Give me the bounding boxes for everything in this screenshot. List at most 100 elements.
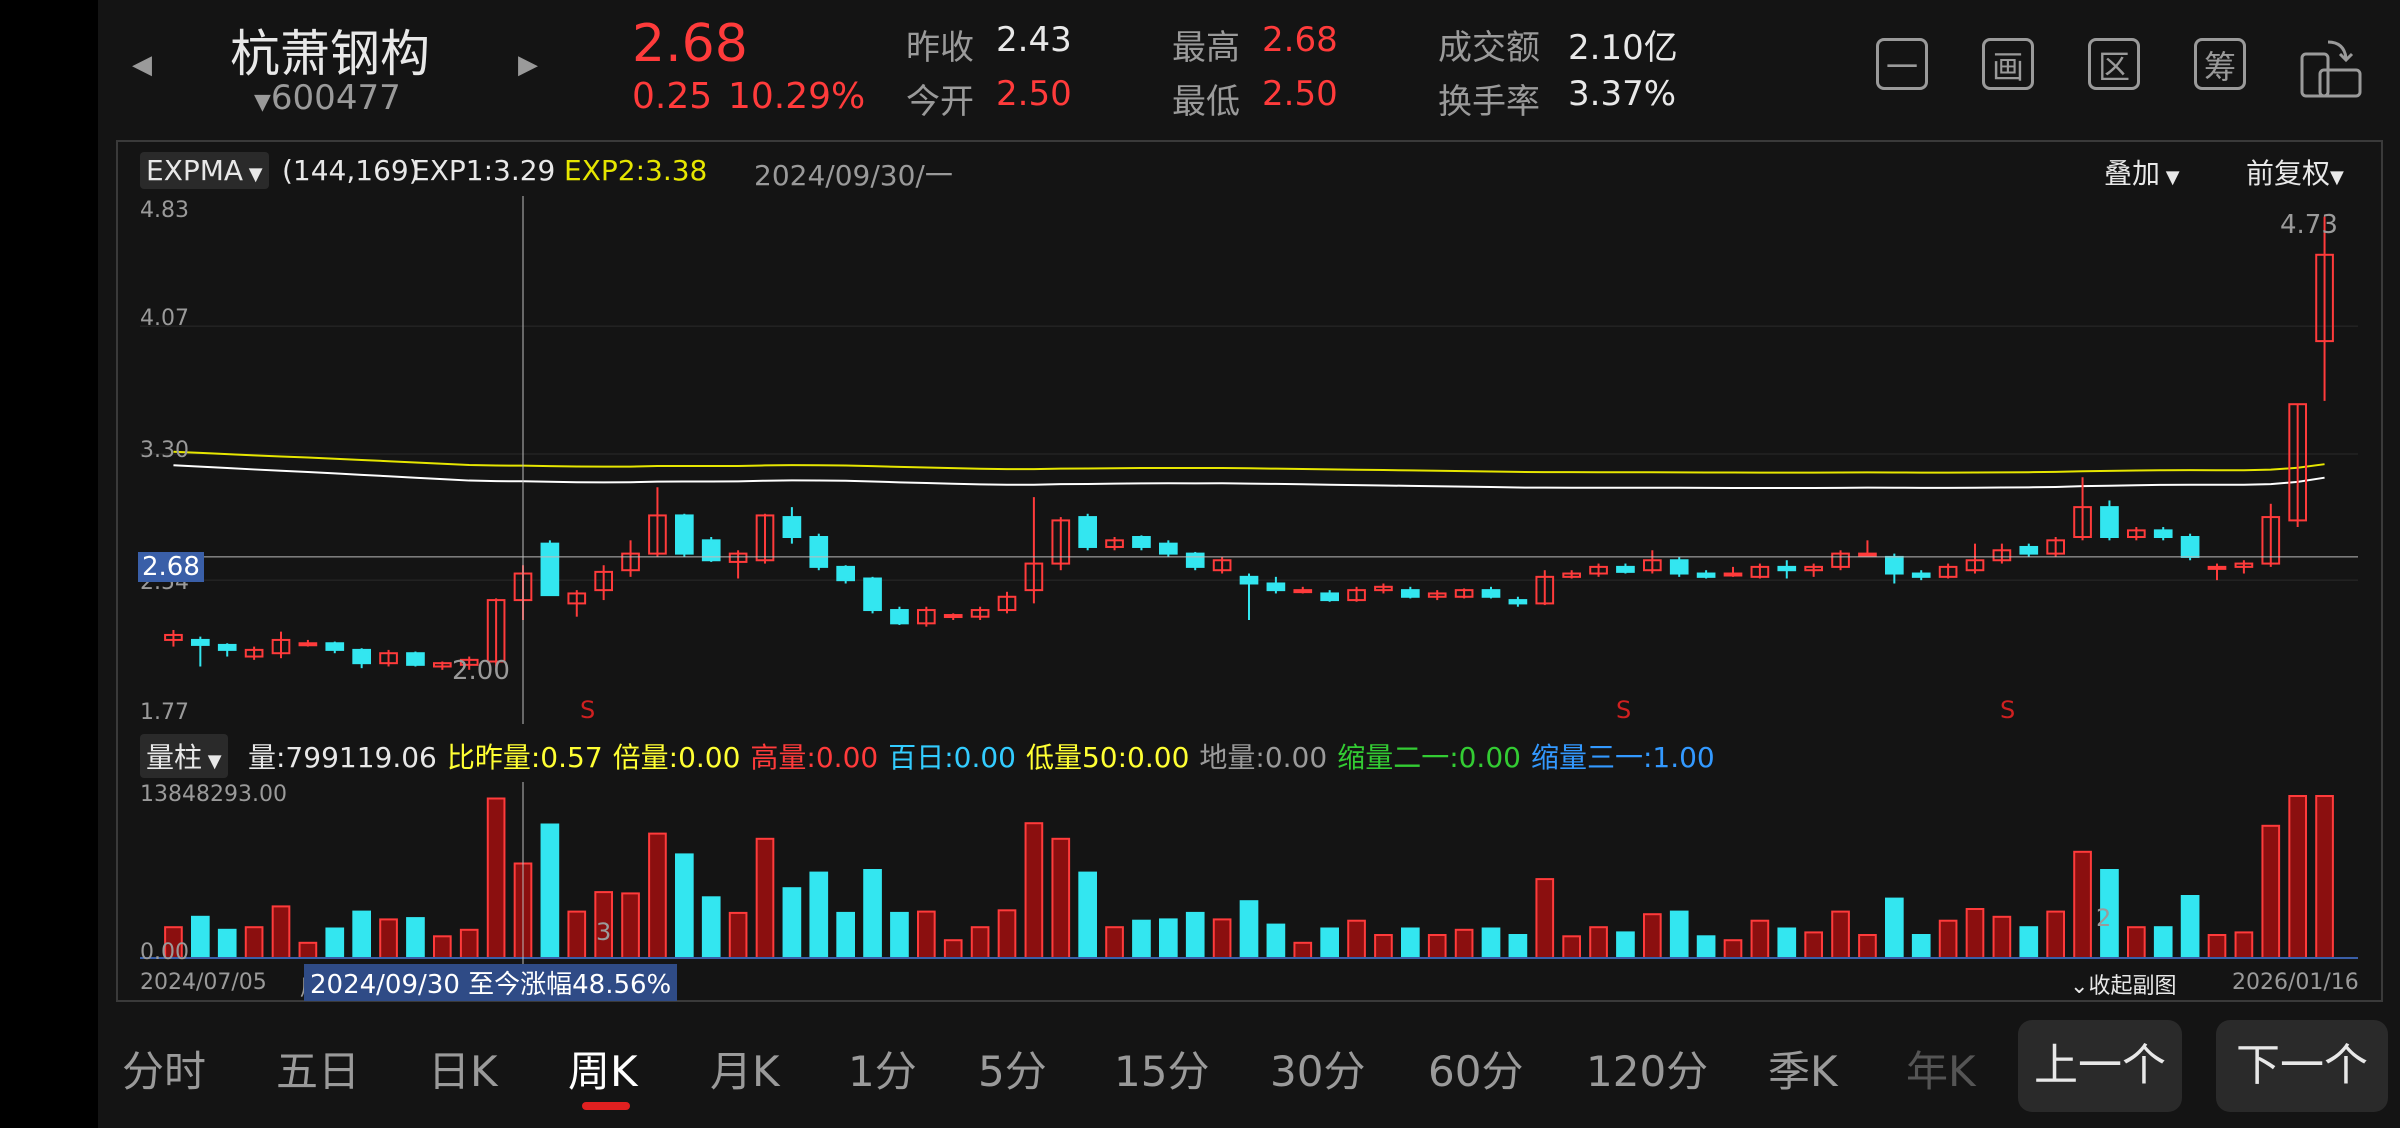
volume-bar (352, 910, 372, 960)
volume-bar (540, 823, 560, 959)
candle (1078, 513, 1098, 551)
candle (432, 661, 452, 670)
volume-bar (701, 896, 721, 960)
volume-stat-2: 倍量:0.00 (612, 741, 741, 774)
tab-1min[interactable]: 1分 (848, 1047, 917, 1096)
chevron-down-icon: ▼ (2160, 167, 2180, 188)
tab-60min[interactable]: 60分 (1428, 1047, 1524, 1096)
volume-bar (1831, 910, 1850, 960)
tab-15min[interactable]: 15分 (1114, 1047, 1210, 1096)
candle-body (2288, 403, 2308, 522)
candle (1884, 553, 1904, 584)
volume-bar (1158, 918, 1178, 959)
stock-code-dropdown[interactable]: ▼600477 (254, 78, 401, 118)
expma-params: (144,169) (282, 154, 420, 187)
candle (2019, 543, 2039, 557)
tab-daily[interactable]: 日K (428, 1047, 498, 1096)
candle (1266, 576, 1286, 594)
candle-body (244, 648, 264, 658)
candle-body (1884, 555, 1904, 575)
candle (863, 576, 882, 614)
candle-body (1723, 572, 1743, 577)
chevron-down-icon: ⌄ (2070, 974, 2089, 999)
volume-stat-6: 地量:0.00 (1199, 741, 1328, 774)
tab-monthly[interactable]: 月K (710, 1047, 780, 1096)
overlay-label: 叠加 (2104, 157, 2161, 190)
candle (217, 643, 237, 657)
volume-bar (1105, 926, 1124, 959)
candle-body (1669, 559, 1689, 575)
candle-body (1239, 575, 1259, 585)
candle (244, 646, 264, 660)
adjust-dropdown[interactable]: 前复权▼ (2246, 152, 2344, 192)
candle (1051, 517, 1071, 571)
candle (648, 487, 667, 557)
tab-weekly[interactable]: 周K (568, 1047, 638, 1096)
volume-bar (2288, 795, 2308, 959)
candle-body (1965, 559, 1985, 572)
volume-bar (190, 915, 210, 960)
exp2-value: EXP2:3.38 (564, 154, 708, 187)
y-tick-label: 4.07 (140, 306, 189, 331)
candle-body (1831, 552, 1850, 568)
rotate-screen-icon[interactable] (2298, 36, 2364, 104)
volume-bar (728, 911, 748, 959)
volume-bar (2234, 931, 2254, 959)
exp1-value: EXP1:3.29 (412, 154, 556, 187)
candle (271, 631, 291, 659)
tab-quarterly[interactable]: 季K (1768, 1047, 1838, 1096)
candle (836, 565, 856, 584)
tab-five-day[interactable]: 五日 (276, 1047, 361, 1096)
chevron-down-icon: ▼ (243, 164, 263, 185)
volume-bar (1427, 934, 1447, 959)
tab-120min[interactable]: 120分 (1586, 1047, 1709, 1096)
candle (2315, 216, 2334, 401)
candle-body (1911, 572, 1931, 578)
volume-bar (674, 853, 694, 959)
volume-bar (1374, 934, 1393, 959)
volume-indicator-dropdown[interactable]: 量柱 ▼ (140, 734, 228, 778)
candle-body (863, 577, 882, 612)
volume-bar (1938, 919, 1958, 959)
tab-30min[interactable]: 30分 (1270, 1047, 1366, 1096)
candle-body (1158, 542, 1178, 555)
prev-stock-arrow-icon[interactable]: ◀ (132, 50, 152, 80)
candle (1804, 563, 1824, 577)
tab-5min[interactable]: 5分 (978, 1047, 1047, 1096)
cursor-date: 2024/09/30/一 (754, 159, 953, 192)
next-stock-button[interactable]: 下一个 (2216, 1020, 2388, 1112)
chevron-down-icon: ▼ (254, 90, 271, 115)
overlay-dropdown[interactable]: 叠加 ▼ (2104, 152, 2180, 192)
volume-chart[interactable] (140, 782, 2358, 964)
tab-intraday[interactable]: 分时 (122, 1047, 207, 1096)
volume-bar (1562, 935, 1582, 960)
candle (1239, 573, 1259, 621)
candle (1696, 570, 1716, 579)
volume-bar (271, 905, 291, 959)
candlestick-chart[interactable] (140, 196, 2358, 724)
current-price-marker: 2.68 (138, 552, 204, 582)
next-stock-arrow-icon[interactable]: ▶ (518, 50, 538, 80)
candle-body (1589, 565, 1608, 575)
range-button[interactable]: 区 (2088, 38, 2140, 90)
minimize-button[interactable]: 一 (1876, 38, 1928, 90)
candle (1320, 590, 1340, 602)
volume-stat-5: 低量50:0.00 (1025, 741, 1190, 774)
volume-bar (1400, 927, 1420, 959)
volume-bar (1347, 919, 1366, 959)
volume-bar (1535, 878, 1555, 959)
tab-yearly[interactable]: 年K (1906, 1047, 1976, 1096)
chips-button[interactable]: 筹 (2194, 38, 2246, 90)
candle-body (1696, 572, 1716, 578)
collapse-subchart-button[interactable]: ⌄收起副图 (2070, 968, 2176, 1000)
y-tick-label: 3.30 (140, 438, 189, 463)
prev-stock-button[interactable]: 上一个 (2018, 1020, 2182, 1112)
sell-signal-marker: S (580, 696, 596, 724)
candle (1347, 586, 1366, 602)
main-indicator-dropdown[interactable]: EXPMA ▼ (140, 152, 269, 189)
draw-button[interactable]: 画 (1982, 38, 2034, 90)
candle-body (890, 609, 909, 625)
volume-bar (1696, 935, 1716, 960)
candle-body (809, 536, 829, 568)
volume-bar (755, 837, 775, 959)
